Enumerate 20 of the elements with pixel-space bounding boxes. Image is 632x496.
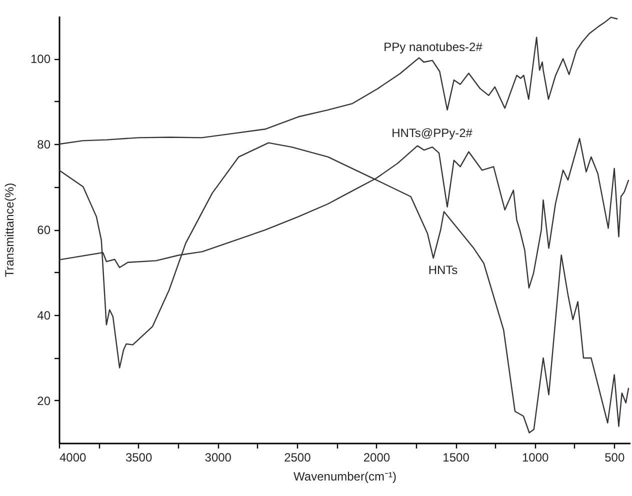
x-tick-label: 1500 (442, 450, 470, 464)
y-tick-label: 100 (30, 52, 51, 66)
annotation: PPy nanotubes-2# (384, 40, 483, 54)
y-axis-title: Transmittance(%) (2, 182, 16, 278)
x-tick-label: 2500 (284, 450, 312, 464)
x-axis-title: Wavenumber(cm⁻¹) (294, 470, 396, 484)
line-series (59, 16, 618, 145)
annotation: HNTs@PPy-2# (392, 126, 473, 140)
x-tick-label: 2000 (363, 450, 390, 464)
x-tick-label: 4000 (60, 450, 87, 464)
x-tick-label: 3500 (125, 450, 152, 464)
y-tick-label: 80 (37, 138, 51, 152)
line-series (59, 142, 630, 434)
annotation: HNTs (428, 263, 458, 277)
x-tick-label: 1000 (522, 450, 550, 464)
y-tick-label: 20 (37, 394, 51, 408)
y-tick-label: 40 (37, 308, 51, 322)
x-tick-label: 3000 (204, 450, 232, 464)
x-tick-label: 500 (604, 450, 625, 464)
y-tick-label: 60 (37, 223, 51, 237)
